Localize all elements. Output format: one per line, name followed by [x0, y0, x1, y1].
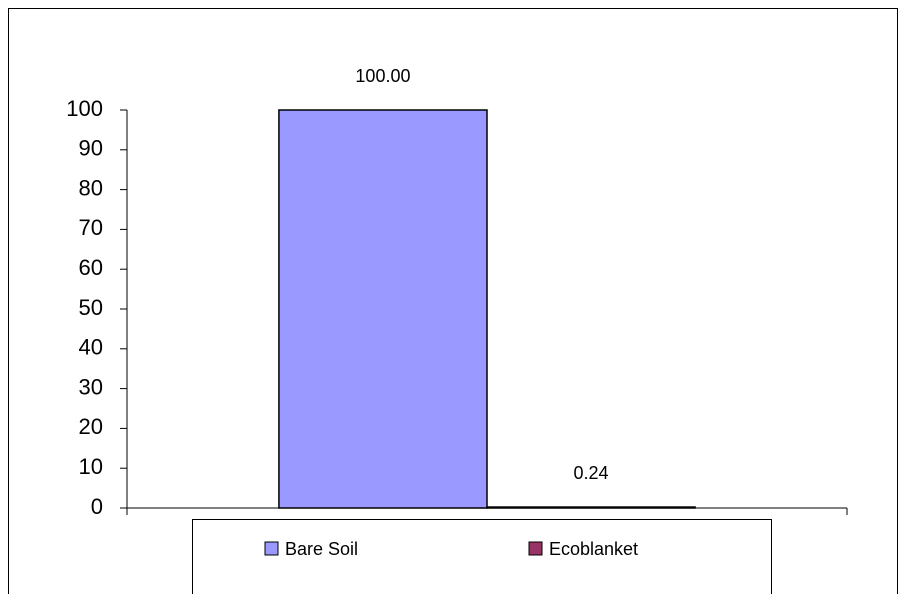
bar [278, 109, 488, 509]
legend-swatch [264, 541, 279, 556]
y-tick-label: 90 [79, 136, 103, 161]
legend-label: Ecoblanket [549, 539, 638, 559]
y-tick-label: 40 [79, 335, 103, 360]
legend-swatch [528, 541, 543, 556]
y-tick-label: 30 [79, 374, 103, 399]
y-tick-label: 20 [79, 414, 103, 439]
y-tick-label: 100 [66, 96, 103, 121]
y-tick-label: 10 [79, 454, 103, 479]
y-tick-label: 50 [79, 295, 103, 320]
y-tick-label: 80 [79, 175, 103, 200]
value-label: 100.00 [355, 66, 410, 86]
legend-box [192, 519, 772, 594]
bar [486, 506, 696, 509]
y-tick-label: 70 [79, 215, 103, 240]
y-tick-label: 0 [91, 494, 103, 519]
value-label: 0.24 [574, 463, 609, 483]
legend-label: Bare Soil [285, 539, 358, 559]
y-tick-label: 60 [79, 255, 103, 280]
